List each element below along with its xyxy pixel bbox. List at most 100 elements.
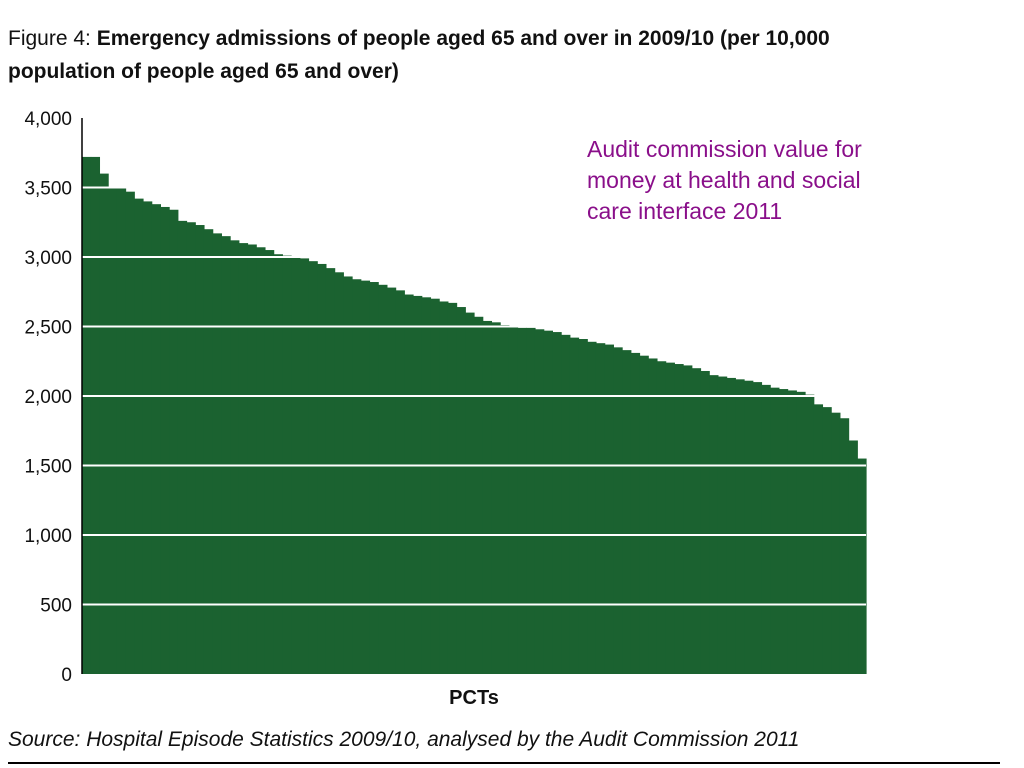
bar-pct-53: [534, 329, 545, 674]
y-tick-label-500: 500: [40, 596, 72, 617]
y-tick-label-3500: 3,500: [24, 179, 72, 200]
source-note: Source: Hospital Episode Statistics 2009…: [8, 728, 800, 751]
annotation-line-2: money at health and social: [587, 167, 861, 193]
bar-pct-21: [256, 247, 266, 674]
bar-pct-48: [491, 322, 501, 674]
bar-pct-59: [587, 341, 597, 674]
bar-pct-56: [561, 334, 571, 674]
bar-pct-36: [386, 287, 397, 674]
bar-pct-31: [343, 276, 353, 674]
bar-pct-90: [857, 458, 867, 674]
bar-pct-62: [613, 347, 623, 674]
bar-pct-86: [822, 407, 832, 674]
bar-pct-12: [177, 220, 188, 675]
bar-pct-5: [116, 187, 127, 674]
annotation-text: Audit commission value for money at heal…: [587, 134, 917, 227]
annotation-line-3: care interface 2011: [587, 198, 783, 224]
bar-pct-50: [508, 326, 519, 674]
bar-pct-18: [230, 240, 240, 674]
bar-pct-64: [630, 352, 641, 674]
bar-pct-46: [474, 316, 484, 674]
bar-pct-39: [413, 295, 423, 674]
bar-pct-83: [796, 391, 806, 674]
y-tick-label-2000: 2,000: [24, 387, 72, 408]
bar-pct-13: [186, 222, 196, 674]
bar-chart: 05001,0001,5002,0002,5003,0003,5004,000 …: [24, 109, 867, 709]
bar-pct-11: [169, 209, 179, 675]
bar-pct-32: [352, 279, 362, 674]
bar-pct-68: [665, 362, 675, 674]
y-tick-labels-group: 0 500 1,000 1,500 2,000 2,500 3,000 3,500 4,000: [24, 109, 72, 686]
bar-pct-23: [273, 254, 283, 674]
bar-pct-58: [578, 339, 588, 674]
bar-pct-49: [500, 325, 510, 674]
bar-pct-51: [517, 327, 527, 674]
annotation-line-1: Audit commission value for: [587, 136, 862, 162]
bar-pct-38: [404, 294, 414, 674]
bar-pct-54: [543, 330, 553, 674]
bar-pct-81: [778, 389, 789, 674]
bar-pct-60: [595, 343, 606, 674]
bar-pct-76: [735, 379, 745, 674]
bar-pct-61: [604, 344, 614, 674]
bar-pct-75: [726, 377, 736, 674]
bar-pct-34: [369, 282, 379, 674]
bar-pct-73: [709, 375, 719, 674]
bar-pct-17: [221, 236, 231, 674]
bar-pct-77: [744, 380, 754, 674]
bar-pct-29: [325, 268, 336, 674]
bar-pct-79: [761, 384, 771, 674]
bar-pct-47: [482, 320, 493, 674]
bar-pct-40: [421, 297, 432, 674]
y-tick-label-4000: 4,000: [24, 109, 72, 130]
bar-pct-52: [526, 327, 536, 674]
bar-pct-57: [569, 337, 580, 674]
bar-pct-16: [212, 233, 222, 674]
bar-pct-42: [439, 301, 449, 674]
gridlines-group: [82, 186, 866, 606]
figure-label: Figure 4:: [8, 27, 91, 50]
bar-pct-19: [238, 243, 249, 674]
y-tick-label-2500: 2,500: [24, 318, 72, 339]
bar-pct-33: [360, 280, 371, 674]
y-tick-label-3000: 3,000: [24, 248, 72, 269]
bar-pct-67: [656, 361, 667, 674]
bar-pct-55: [552, 332, 562, 674]
bar-pct-15: [203, 229, 214, 674]
bar-pct-74: [717, 376, 728, 674]
bar-pct-87: [831, 412, 841, 674]
bar-pct-1: [82, 156, 92, 675]
bar-pct-69: [674, 364, 684, 674]
bar-pct-8: [142, 201, 153, 674]
bottom-rule: [8, 762, 1000, 764]
bar-pct-7: [134, 198, 144, 674]
bar-pct-66: [648, 358, 658, 674]
bar-pct-85: [813, 404, 824, 674]
bar-pct-2: [90, 156, 101, 675]
bar-pct-10: [160, 206, 170, 674]
bar-pct-43: [447, 302, 458, 674]
bar-pct-80: [770, 387, 780, 674]
bar-pct-4: [108, 187, 118, 674]
bar-pct-6: [125, 191, 135, 675]
bar-pct-14: [195, 225, 205, 674]
bar-pct-20: [247, 244, 257, 675]
bar-pct-28: [317, 263, 327, 674]
figure-title-line-2: population of people aged 65 and over): [8, 60, 399, 83]
bar-pct-82: [787, 390, 797, 674]
bar-pct-41: [430, 298, 440, 674]
bar-pct-3: [99, 173, 109, 674]
bar-pct-9: [151, 204, 161, 674]
bar-pct-65: [639, 355, 649, 674]
x-axis-label: PCTs: [449, 687, 499, 709]
bar-pct-72: [700, 370, 710, 674]
bar-pct-35: [378, 284, 388, 674]
bar-pct-89: [848, 440, 858, 674]
bar-pct-71: [691, 368, 702, 674]
y-tick-label-1000: 1,000: [24, 526, 72, 547]
bar-pct-70: [683, 365, 693, 674]
bar-pct-88: [839, 418, 850, 674]
bars-group: [82, 156, 867, 675]
bar-pct-78: [752, 382, 763, 674]
bar-pct-22: [264, 250, 275, 675]
